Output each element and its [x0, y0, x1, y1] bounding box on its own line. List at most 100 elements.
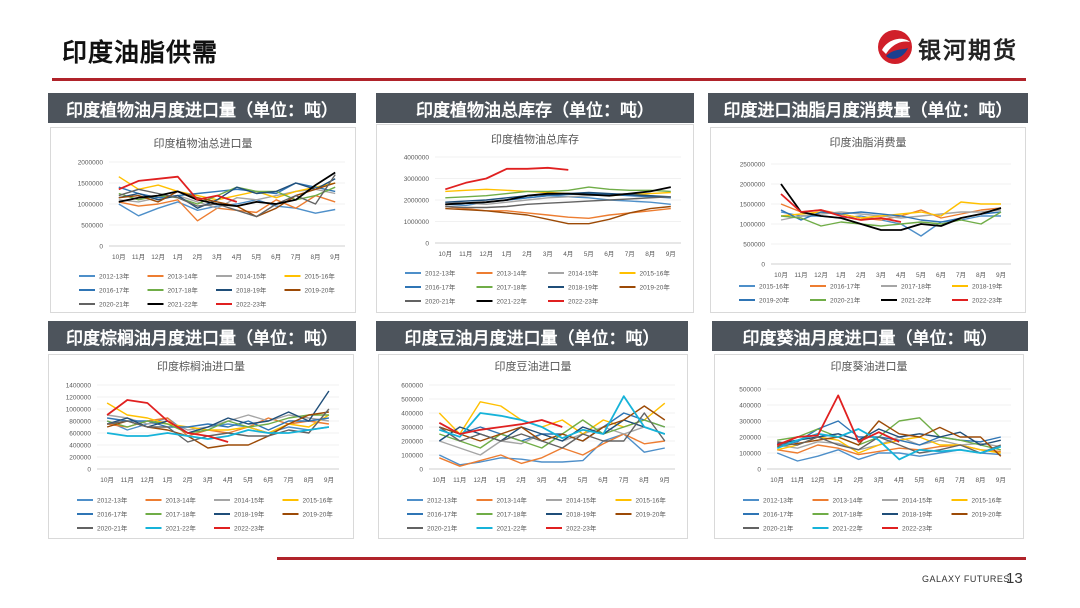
- y-tick-label: 300000: [401, 425, 423, 432]
- x-tick-label: 11月: [132, 253, 145, 261]
- series-line-2017-18年: [439, 419, 666, 449]
- page-number: 13: [1006, 570, 1023, 587]
- chart-panel-total-stocks: 印度植物油总库存 0 1000000 2000000 3000000 4000000 10月…: [376, 124, 694, 313]
- series-line-2021-22年: [780, 183, 1002, 231]
- x-tick-label: 11月: [794, 271, 807, 279]
- y-tick-label: 400000: [69, 443, 91, 450]
- series-line-2017-18年: [780, 209, 1002, 221]
- brand-name: 银河期货: [918, 37, 1018, 63]
- y-tick-label: 500000: [401, 397, 423, 404]
- chart-title: 印度葵油进口量: [831, 359, 908, 373]
- y-tick-label: 4000000: [404, 155, 430, 162]
- series-line-2019-20年: [777, 420, 1002, 457]
- x-tick-label: 7月: [284, 476, 294, 484]
- chart-title: 印度棕榈油进口量: [157, 359, 245, 373]
- legend-label: 2015-16年: [305, 272, 336, 281]
- y-tick-label: 200000: [69, 455, 91, 462]
- chart-panel-consumption: 印度油脂消费量 0 500000 1000000 1500000 2000000 25000…: [710, 127, 1026, 313]
- legend-label: 2016-17年: [425, 283, 456, 292]
- x-tick-label: 6月: [604, 250, 614, 258]
- legend-label: 2018-19年: [902, 510, 933, 519]
- series-line-2014-15年: [106, 414, 330, 431]
- series-line-2019-20年: [445, 205, 671, 225]
- legend-label: 2017-18年: [497, 283, 528, 292]
- y-tick-label: 1000000: [66, 407, 92, 414]
- chart-panel-palm-imports: 印度棕榈油进口量 0 200000 400000 600000 800000 1000000…: [48, 354, 354, 539]
- x-tick-label: 3月: [537, 476, 547, 484]
- y-tick-label: 2000000: [740, 182, 766, 189]
- header-soy-imports: 印度豆油月度进口量（单位：吨）: [376, 321, 688, 351]
- y-tick-label: 0: [425, 241, 429, 248]
- y-tick-label: 100000: [739, 451, 761, 458]
- x-tick-label: 2月: [183, 476, 193, 484]
- y-tick-label: 1000000: [78, 202, 104, 209]
- legend-label: 2014-15年: [568, 269, 599, 278]
- x-tick-label: 8月: [976, 271, 986, 279]
- legend-label: 2012-13年: [99, 272, 130, 281]
- series-line-2022-23年: [445, 166, 569, 191]
- footer-brand: GALAXY FUTURES: [922, 574, 1010, 584]
- y-tick-label: 1500000: [740, 202, 766, 209]
- y-tick-label: 500000: [739, 387, 761, 394]
- legend-label: 2018-19年: [568, 283, 599, 292]
- legend-label: 2012-13年: [763, 496, 794, 505]
- x-tick-label: 4月: [557, 476, 567, 484]
- legend-label: 2018-19年: [972, 282, 1003, 291]
- legend-label: 2013-14年: [497, 269, 528, 278]
- y-tick-label: 0: [87, 467, 91, 474]
- legend-label: 2019-20年: [636, 510, 667, 519]
- x-tick-label: 1月: [173, 253, 183, 261]
- legend-label: 2020-21年: [97, 524, 128, 533]
- galaxy-logo-icon: [878, 30, 912, 64]
- legend-label: 2021-22年: [901, 296, 932, 305]
- legend-label: 2013-14年: [166, 496, 197, 505]
- x-tick-label: 9月: [996, 476, 1006, 484]
- x-tick-label: 3月: [203, 476, 213, 484]
- x-tick-label: 3月: [543, 250, 553, 258]
- chart-panel-soy-imports: 印度豆油进口量 0 100000 200000 300000 400000 500000 60…: [378, 354, 688, 539]
- chart-sunflower-imports: 印度葵油进口量 0 100000 200000 300000 400000 500000 10…: [739, 359, 1011, 533]
- legend-label: 2014-15年: [902, 496, 933, 505]
- legend-label: 2015-16年: [972, 496, 1003, 505]
- legend-label: 2016-17年: [99, 286, 130, 295]
- x-tick-label: 12月: [473, 476, 487, 484]
- legend-label: 2019-20年: [759, 296, 790, 305]
- legend-label: 2019-20年: [303, 510, 334, 519]
- legend-label: 2022-23年: [902, 524, 933, 533]
- legend-label: 2022-23年: [566, 524, 597, 533]
- header-sunflower-imports: 印度葵油月度进口量（单位：吨）: [712, 321, 1028, 351]
- x-tick-label: 4月: [896, 271, 906, 279]
- series-line-2017-18年: [106, 414, 329, 434]
- series-line-2013-14年: [118, 194, 336, 222]
- legend-label: 2019-20年: [640, 283, 671, 292]
- x-tick-label: 12月: [141, 476, 155, 484]
- y-tick-label: 600000: [401, 383, 423, 390]
- series-line-2021-22年: [106, 426, 330, 440]
- x-tick-label: 12月: [151, 253, 165, 261]
- bottom-divider: [277, 557, 1026, 560]
- series-line-2022-23年: [438, 419, 563, 435]
- header-total-stocks: 印度植物油总库存（单位：吨）: [376, 93, 694, 123]
- x-tick-label: 10月: [112, 253, 126, 261]
- y-tick-label: 1400000: [66, 383, 92, 390]
- x-tick-label: 5月: [243, 476, 253, 484]
- x-tick-label: 12月: [811, 476, 825, 484]
- y-tick-label: 400000: [401, 411, 423, 418]
- x-tick-label: 7月: [625, 250, 635, 258]
- series-line-2018-19年: [777, 428, 1001, 446]
- x-tick-label: 10月: [100, 476, 114, 484]
- legend-label: 2014-15年: [566, 496, 597, 505]
- x-tick-label: 9月: [324, 476, 334, 484]
- y-tick-label: 200000: [739, 435, 761, 442]
- legend-label: 2012-13年: [425, 269, 456, 278]
- x-tick-label: 8月: [310, 253, 320, 261]
- series-line-2015-16年: [118, 176, 336, 201]
- chart-title: 印度植物油总进口量: [154, 136, 253, 150]
- x-tick-label: 5月: [584, 250, 594, 258]
- x-tick-label: 8月: [975, 476, 985, 484]
- x-tick-label: 9月: [666, 250, 676, 258]
- x-tick-label: 2月: [516, 476, 526, 484]
- x-tick-label: 8月: [304, 476, 314, 484]
- x-tick-label: 9月: [660, 476, 670, 484]
- legend-label: 2021-22年: [833, 524, 864, 533]
